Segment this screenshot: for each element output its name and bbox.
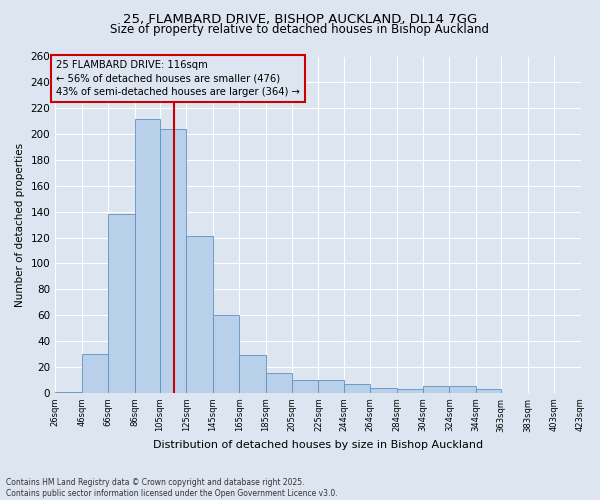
Bar <box>423 386 449 393</box>
Bar <box>108 214 134 393</box>
Bar <box>319 380 344 393</box>
Bar <box>186 236 212 393</box>
X-axis label: Distribution of detached houses by size in Bishop Auckland: Distribution of detached houses by size … <box>153 440 483 450</box>
Bar <box>55 392 82 393</box>
Bar <box>292 380 319 393</box>
Bar <box>344 384 370 393</box>
Text: 25, FLAMBARD DRIVE, BISHOP AUCKLAND, DL14 7GG: 25, FLAMBARD DRIVE, BISHOP AUCKLAND, DL1… <box>123 12 477 26</box>
Bar <box>397 389 423 393</box>
Bar <box>239 356 266 393</box>
Text: Contains HM Land Registry data © Crown copyright and database right 2025.
Contai: Contains HM Land Registry data © Crown c… <box>6 478 338 498</box>
Bar <box>266 374 292 393</box>
Bar <box>476 389 501 393</box>
Text: Size of property relative to detached houses in Bishop Auckland: Size of property relative to detached ho… <box>110 22 490 36</box>
Bar <box>160 129 186 393</box>
Bar <box>449 386 476 393</box>
Bar <box>212 315 239 393</box>
Bar <box>370 388 397 393</box>
Y-axis label: Number of detached properties: Number of detached properties <box>15 142 25 306</box>
Text: 25 FLAMBARD DRIVE: 116sqm
← 56% of detached houses are smaller (476)
43% of semi: 25 FLAMBARD DRIVE: 116sqm ← 56% of detac… <box>56 60 301 97</box>
Bar <box>134 118 160 393</box>
Bar <box>82 354 108 393</box>
